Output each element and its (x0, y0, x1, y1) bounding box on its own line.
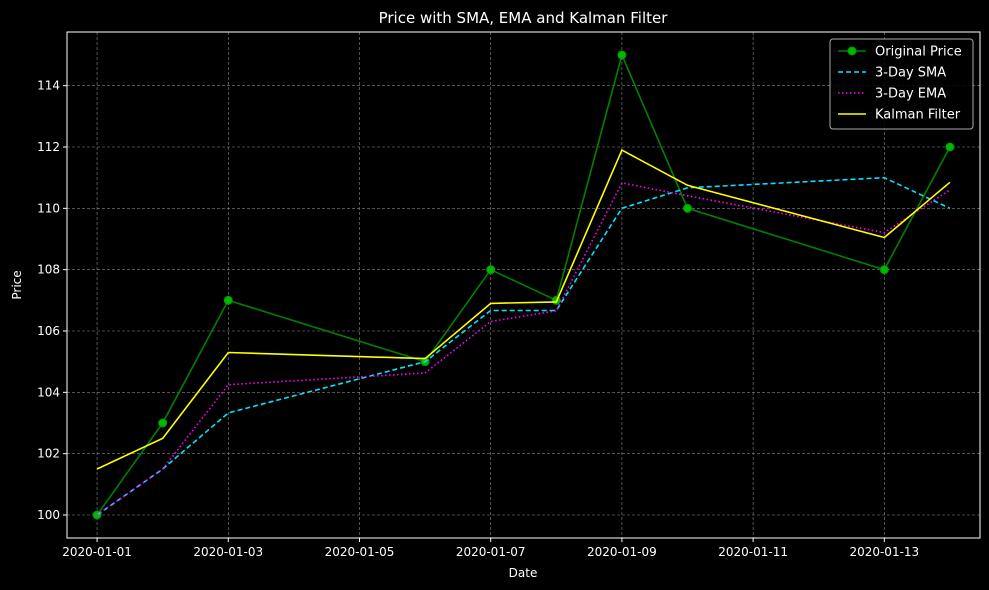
y-tick-label: 108 (37, 263, 60, 277)
data-point-original-price (879, 265, 889, 275)
y-tick-label: 114 (37, 79, 60, 93)
ticks: 2020-01-01 2020-01-03 2020-01-05 2020-01-07… (37, 79, 919, 559)
x-tick-label: 2020-01-05 (325, 545, 395, 559)
x-tick-label: 2020-01-09 (587, 545, 657, 559)
data-point-original-price (223, 295, 233, 305)
legend-label-3-day-sma: 3-Day SMA (875, 66, 946, 81)
series-group (92, 50, 955, 520)
y-tick-label: 100 (37, 508, 60, 522)
legend-label-original-price: Original Price (875, 45, 962, 60)
data-point-original-price (486, 265, 496, 275)
y-tick-label: 106 (37, 324, 60, 338)
grid (67, 32, 980, 538)
chart-title: Price with SMA, EMA and Kalman Filter (379, 9, 669, 27)
x-tick-label: 2020-01-01 (62, 545, 132, 559)
series-line-original-price (96, 52, 951, 516)
y-tick-label: 102 (37, 447, 60, 461)
x-tick-label: 2020-01-03 (193, 545, 263, 559)
y-tick-label: 112 (37, 140, 60, 154)
legend-label-3-day-ema: 3-Day EMA (875, 87, 946, 102)
legend-label-kalman-filter: Kalman Filter (875, 108, 961, 123)
series-line-kalman-filter (96, 148, 951, 470)
legend-marker-original-price (847, 46, 857, 56)
data-point-original-price (683, 203, 693, 213)
legend: Original Price 3-Day SMA 3-Day EMA Kalman F… (829, 38, 974, 130)
x-tick-label: 2020-01-11 (718, 545, 788, 559)
y-tick-label: 110 (37, 201, 60, 215)
plot-frame (66, 31, 981, 539)
data-point-original-price (158, 418, 168, 428)
data-point-original-price (945, 142, 955, 152)
y-tick-label: 104 (37, 385, 60, 399)
legend-box (829, 38, 974, 130)
series-line-3-day-sma (96, 176, 951, 516)
series-line-3-day-ema (96, 181, 951, 516)
x-tick-label: 2020-01-07 (456, 545, 526, 559)
data-point-original-price (617, 50, 627, 60)
x-axis-label: Date (509, 566, 538, 580)
y-axis-label: Price (10, 270, 24, 299)
x-tick-label: 2020-01-13 (849, 545, 919, 559)
